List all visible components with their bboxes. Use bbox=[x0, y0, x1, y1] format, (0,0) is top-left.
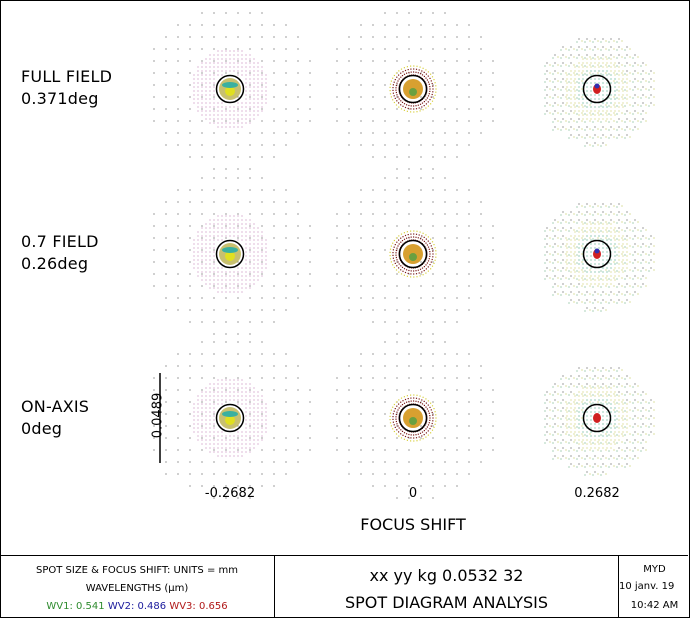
spot-diagram-r1-c2 bbox=[544, 203, 655, 312]
focus-shift-label-zero: 0 bbox=[408, 486, 418, 501]
airy-disk-circle bbox=[398, 74, 428, 104]
field-name: ON-AXIS bbox=[21, 397, 90, 416]
airy-disk-circle bbox=[582, 239, 612, 269]
time-text: 10:42 AM bbox=[630, 600, 679, 611]
date-text: 10 janv. 19 bbox=[619, 581, 675, 592]
spot-diagram-r0-c1 bbox=[336, 12, 494, 170]
info-cell: MYD 10 janv. 19 10:42 AM bbox=[619, 556, 690, 617]
spot-diagram-r0-c2 bbox=[544, 38, 655, 147]
field-angle: 0.26deg bbox=[21, 254, 89, 273]
airy-disk-circle bbox=[582, 74, 612, 104]
focus-shift-label-pos: 0.2682 bbox=[574, 486, 620, 501]
focus-shift-label-neg: -0.2682 bbox=[204, 486, 256, 501]
user-initials: MYD bbox=[643, 564, 666, 575]
airy-disk-circle bbox=[582, 403, 612, 433]
spot-diagram-r1-c0 bbox=[153, 177, 311, 335]
title-cell: xx yy kg 0.0532 32 SPOT DIAGRAM ANALYSIS bbox=[275, 556, 619, 617]
spot-diagram-r2-c1 bbox=[336, 341, 494, 499]
spot-core bbox=[593, 413, 601, 423]
airy-disk-circle bbox=[215, 239, 245, 269]
spot-center bbox=[225, 86, 235, 96]
field-label-onaxis: ON-AXIS 0deg bbox=[21, 396, 89, 440]
spot-diagram-r2-c2 bbox=[544, 367, 655, 476]
spot-center bbox=[225, 251, 235, 261]
field-name: 0.7 FIELD bbox=[21, 232, 99, 251]
title-block: SPOT SIZE & FOCUS SHIFT: UNITS = mm WAVE… bbox=[0, 555, 688, 617]
analysis-title: SPOT DIAGRAM ANALYSIS bbox=[344, 593, 549, 612]
spot-diagram-r2-c0 bbox=[153, 341, 311, 499]
spot-center bbox=[594, 248, 600, 254]
spot-diagram-plot bbox=[153, 12, 655, 499]
spot-center bbox=[409, 88, 417, 96]
airy-disk-circle bbox=[215, 74, 245, 104]
wavelength-3: WV3: 0.656 bbox=[169, 601, 228, 612]
spot-diagram-r0-c0 bbox=[153, 12, 311, 170]
field-label-full: FULL FIELD 0.371deg bbox=[21, 66, 112, 110]
spot-center bbox=[409, 253, 417, 261]
wavelength-1: WV1: 0.541 bbox=[46, 601, 105, 612]
spot-center bbox=[594, 83, 600, 89]
wavelength-2: WV2: 0.486 bbox=[107, 601, 167, 612]
units-cell: SPOT SIZE & FOCUS SHIFT: UNITS = mm WAVE… bbox=[0, 556, 275, 617]
spot-wv-ring bbox=[222, 247, 238, 253]
lens-title: xx yy kg 0.0532 32 bbox=[369, 566, 524, 585]
x-axis-title: FOCUS SHIFT bbox=[360, 515, 466, 534]
spot-wv-ring bbox=[222, 82, 238, 88]
wavelengths-legend: WV1: 0.541 WV2: 0.486 WV3: 0.656 bbox=[0, 601, 274, 612]
spot-diagram-r1-c1 bbox=[336, 177, 494, 335]
wavelengths-title: WAVELENGTHS (µm) bbox=[85, 583, 189, 594]
field-name: FULL FIELD bbox=[21, 67, 113, 86]
airy-disk-circle bbox=[398, 403, 428, 433]
spot-wv-ring bbox=[222, 411, 238, 417]
airy-disk-circle bbox=[215, 403, 245, 433]
field-angle: 0.371deg bbox=[21, 89, 99, 108]
units-text: SPOT SIZE & FOCUS SHIFT: UNITS = mm bbox=[36, 565, 238, 576]
spot-center bbox=[225, 415, 235, 425]
field-label-07: 0.7 FIELD 0.26deg bbox=[21, 231, 99, 275]
airy-disk-circle bbox=[398, 239, 428, 269]
scale-bar-label: 0.0489 bbox=[150, 392, 166, 439]
field-angle: 0deg bbox=[21, 419, 63, 438]
spot-center bbox=[409, 417, 417, 425]
